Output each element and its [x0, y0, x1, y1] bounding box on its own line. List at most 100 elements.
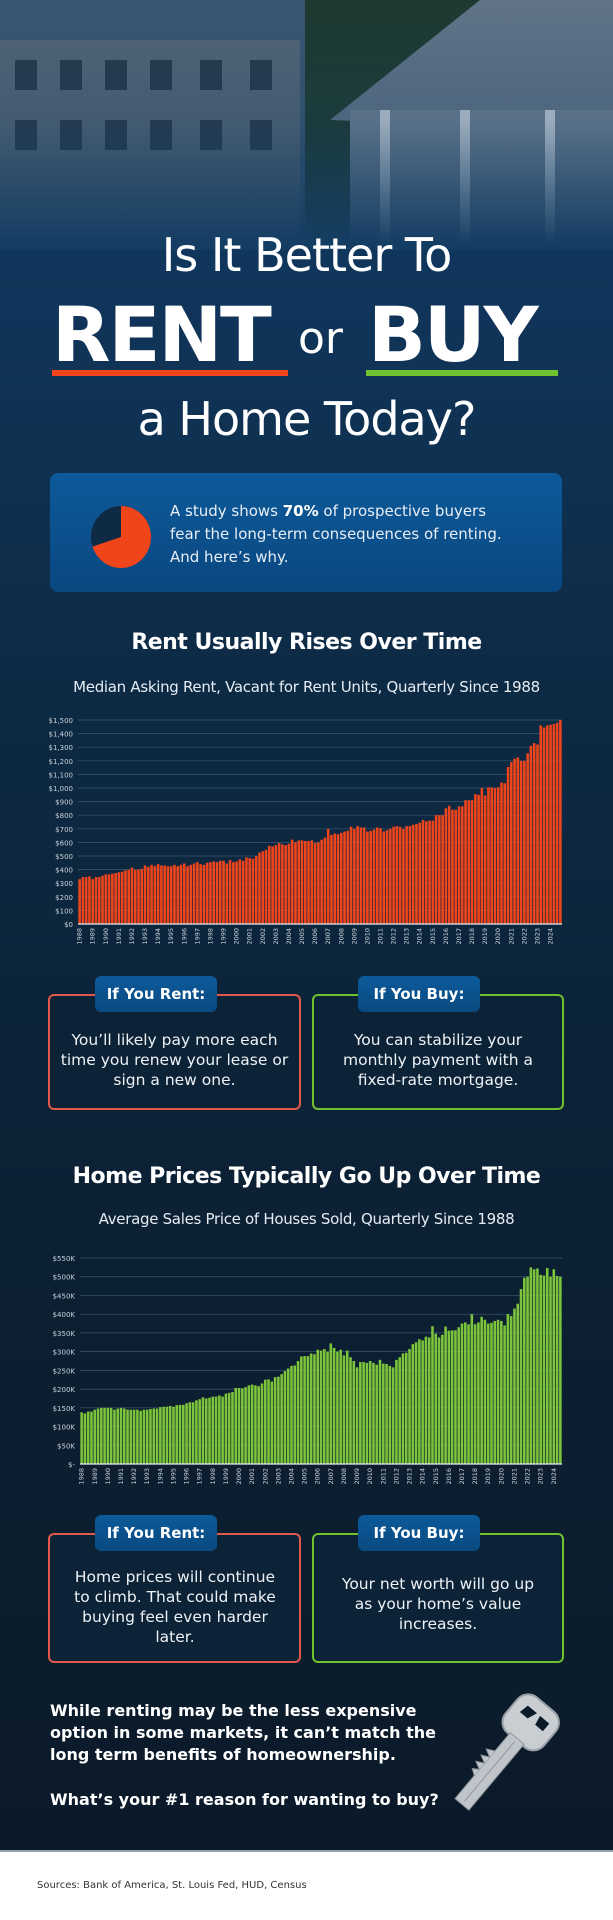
x-tick-label: 2007 [324, 928, 332, 945]
x-tick-label: 2017 [458, 1468, 466, 1485]
section2-heading: Home Prices Typically Go Up Over Time [72, 1164, 541, 1189]
bar [490, 787, 493, 924]
bar [441, 1334, 444, 1464]
x-tick-label: 1995 [167, 928, 175, 945]
bar [263, 1379, 267, 1464]
bar [463, 1322, 467, 1464]
bar [503, 1325, 506, 1464]
y-tick-label: $600 [55, 839, 73, 847]
bar [175, 1405, 179, 1464]
bar [191, 1402, 195, 1464]
x-tick-label: 2015 [429, 928, 437, 945]
rent-box-1 [48, 994, 301, 1110]
bar [119, 1407, 123, 1464]
x-tick-label: 2013 [406, 1468, 414, 1485]
buy-box-1-label: If You Buy: [358, 976, 480, 1012]
title-line-3: a Home Today? [137, 392, 477, 446]
x-tick-label: 2012 [392, 1468, 400, 1485]
bar [149, 1408, 152, 1464]
bar [408, 1349, 411, 1464]
bar [362, 1362, 365, 1464]
bar [391, 1367, 395, 1464]
bar [431, 820, 435, 924]
bar [392, 826, 395, 924]
bar [303, 1356, 306, 1464]
bar [150, 864, 153, 924]
x-tick-label: 1990 [104, 1468, 112, 1485]
bar [179, 864, 183, 924]
bar [147, 866, 150, 924]
x-tick-label: 2007 [327, 1468, 335, 1485]
bar [346, 830, 350, 924]
bar [113, 1409, 116, 1464]
x-tick-label: 2004 [287, 1468, 295, 1485]
bar [437, 1337, 441, 1464]
bar [100, 1407, 103, 1464]
bar [182, 863, 186, 924]
stat-text-before: A study shows [170, 502, 283, 520]
bar [431, 1326, 434, 1464]
bar [107, 874, 111, 924]
bar [273, 1377, 277, 1464]
bar [251, 858, 255, 924]
bar [319, 1350, 323, 1464]
stat-text: A study shows 70% of prospective buyers … [170, 500, 510, 569]
bar [559, 720, 562, 924]
bar [336, 834, 340, 924]
bar [464, 800, 467, 924]
bar [441, 815, 444, 924]
x-tick-label: 1998 [209, 1468, 217, 1485]
rent-bar-chart: $0 $100 $200 $300 $400 $500 $600 $700 $800 $900 $1… [49, 717, 562, 945]
bar [91, 879, 95, 924]
bar [196, 862, 199, 924]
y-tick-label: $900 [55, 799, 73, 807]
bar [201, 1397, 205, 1464]
bar [211, 1396, 215, 1464]
bar [300, 840, 304, 924]
bar [202, 864, 206, 924]
x-tick-label: 2022 [520, 928, 528, 945]
buy-box-2-text: Your net worth will go up as your home’s… [341, 1575, 535, 1633]
bar [460, 1323, 464, 1464]
bar [166, 866, 170, 924]
bar [366, 831, 369, 924]
bar [516, 1303, 520, 1464]
bar [212, 861, 216, 924]
bar [323, 837, 327, 924]
bar [254, 856, 258, 924]
bar [477, 794, 480, 924]
bar [368, 1361, 372, 1464]
y-tick-label: $1,200 [49, 758, 74, 766]
x-tick-label: 1991 [115, 928, 123, 945]
bar [169, 866, 173, 924]
x-tick-label: 1993 [141, 928, 149, 945]
bar [424, 1336, 428, 1464]
x-tick-label: 1988 [76, 928, 84, 945]
x-tick-label: 2022 [524, 1468, 532, 1485]
bar [470, 800, 474, 924]
bar [342, 1355, 346, 1464]
bar [96, 1408, 100, 1464]
bar [283, 1371, 287, 1464]
bar [545, 725, 549, 924]
x-tick-label: 1994 [154, 928, 162, 945]
bar [388, 1365, 392, 1464]
bar [356, 826, 359, 924]
bar [326, 828, 330, 924]
bar [480, 1316, 483, 1464]
x-tick-label: 2010 [366, 1468, 374, 1485]
x-tick-label: 2003 [274, 1468, 282, 1485]
y-tick-label: $50K [57, 1442, 75, 1450]
bar [359, 1362, 362, 1464]
bar [205, 862, 209, 924]
bar [500, 782, 503, 924]
bar [274, 845, 278, 924]
bar [189, 864, 193, 924]
bar [140, 868, 144, 924]
x-tick-label: 2023 [537, 1468, 545, 1485]
x-tick-label: 1999 [222, 1468, 230, 1485]
bar [124, 870, 127, 924]
x-tick-label: 1988 [78, 1468, 86, 1485]
bar [496, 787, 500, 924]
bar [214, 1396, 218, 1464]
